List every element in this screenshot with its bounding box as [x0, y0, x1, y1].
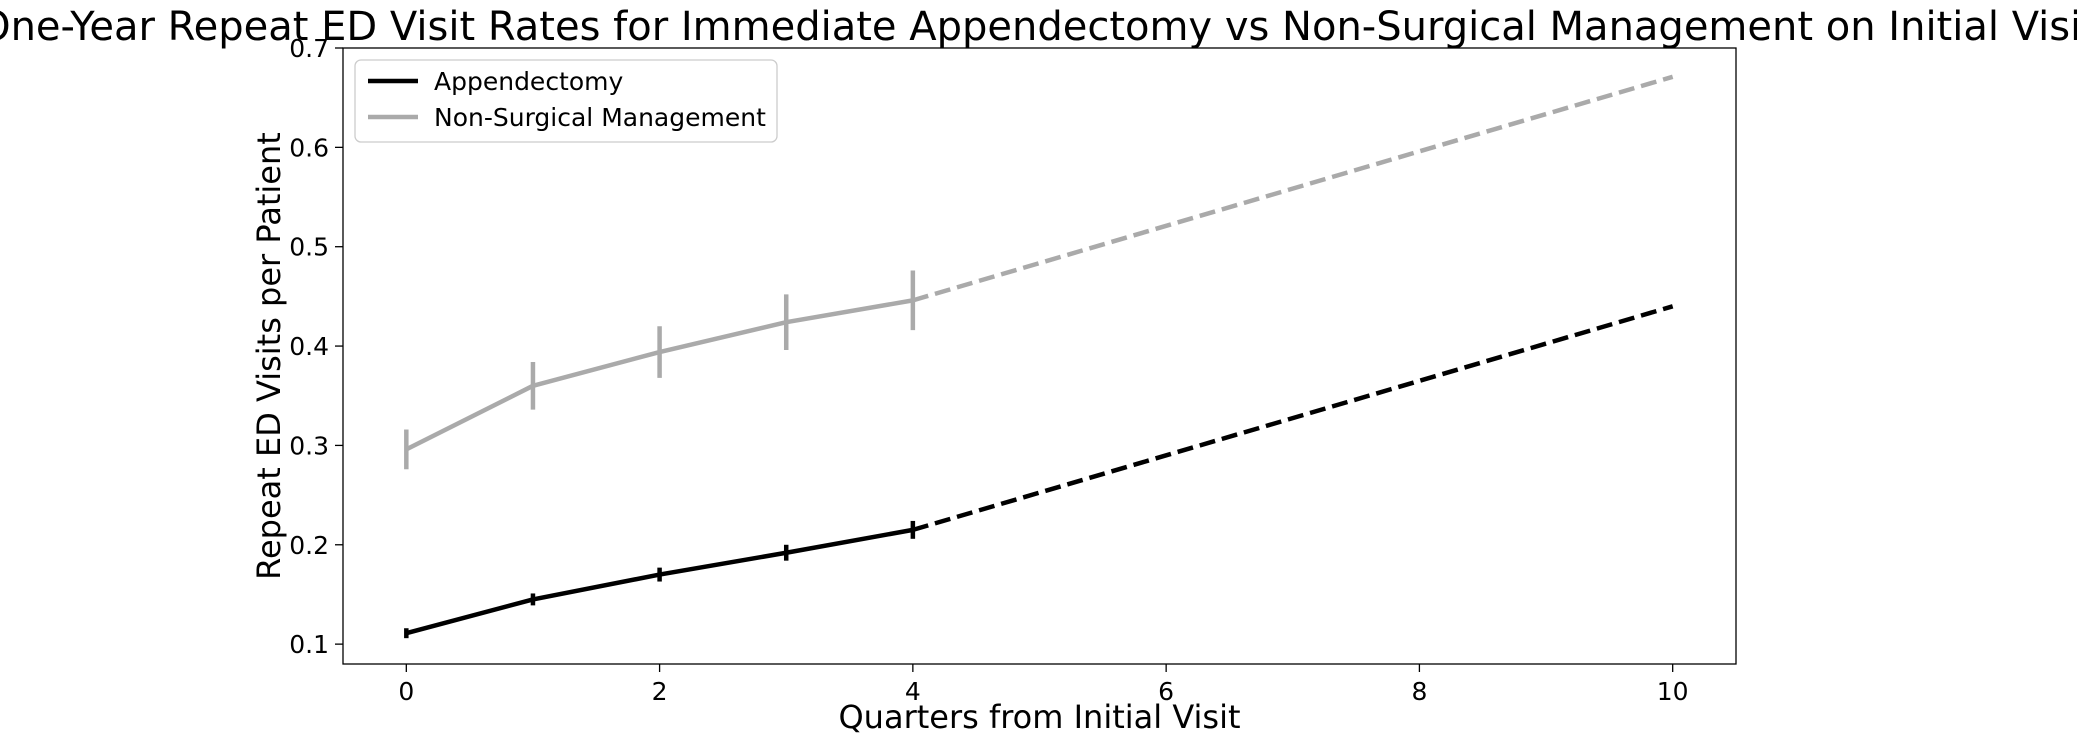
chart-title: One-Year Repeat ED Visit Rates for Immed…	[0, 4, 2077, 50]
y-tick-label: 0.7	[289, 34, 329, 63]
y-tick-label: 0.6	[289, 133, 329, 162]
x-tick-label: 0	[398, 677, 414, 706]
legend-label-non-surgical-management: Non-Surgical Management	[434, 103, 766, 132]
axis-ticks: 0 2 4 6 8 10 0.1 0.2 0.3 0.4 0.5 0.6 0.7	[289, 34, 1688, 706]
y-axis-label: Repeat ED Visits per Patient	[250, 132, 288, 580]
plot-area	[342, 47, 1737, 665]
y-tick-label: 0.4	[289, 332, 329, 361]
x-tick-label: 8	[1411, 677, 1427, 706]
legend: Appendectomy Non-Surgical Management	[354, 59, 778, 143]
y-tick-label: 0.2	[289, 531, 329, 560]
series-line-appendectomy	[405, 527, 914, 636]
x-axis-label: Quarters from Initial Visit	[838, 698, 1240, 736]
legend-label-appendectomy: Appendectomy	[434, 67, 624, 96]
x-tick-label: 4	[905, 677, 921, 706]
projection-line-non-surgical-management	[912, 74, 1674, 303]
y-tick-label: 0.3	[289, 431, 329, 460]
legend-box	[354, 59, 778, 143]
series-appendectomy	[404, 304, 1674, 639]
x-tick-label: 10	[1657, 677, 1689, 706]
projection-line-appendectomy	[912, 304, 1674, 533]
series-non-surgical-management	[404, 74, 1674, 470]
y-tick-label: 0.5	[289, 233, 329, 262]
series-layer	[404, 74, 1674, 639]
x-tick-label: 6	[1158, 677, 1174, 706]
x-tick-label: 2	[652, 677, 668, 706]
y-tick-label: 0.1	[289, 630, 329, 659]
